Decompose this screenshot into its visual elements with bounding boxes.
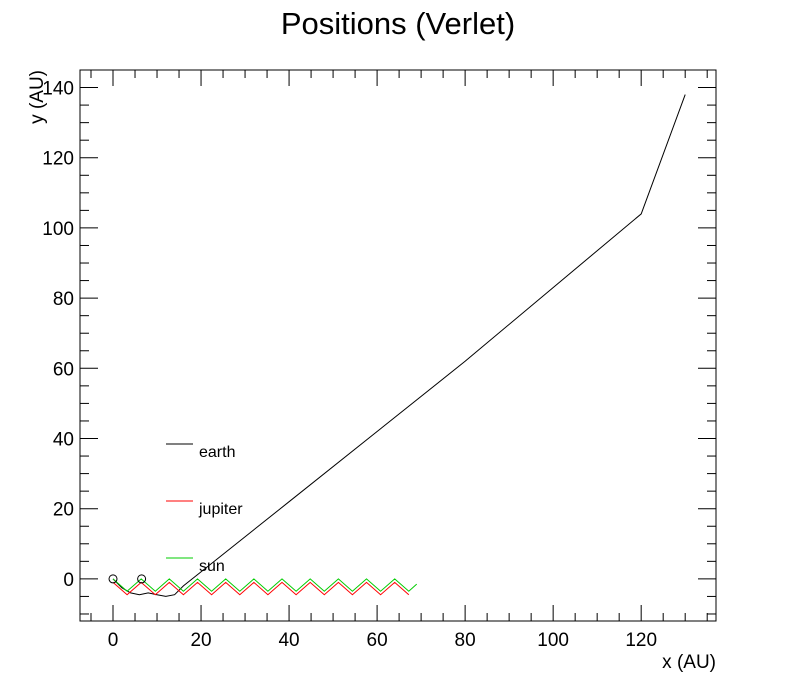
series-jupiter-line <box>112 581 410 596</box>
y-tick-label: 140 <box>42 79 74 100</box>
x-tick-label: 80 <box>455 630 476 651</box>
legend-label-earth: earth <box>199 444 235 461</box>
x-axis-label: x (AU) <box>662 652 716 673</box>
start-marker <box>137 574 147 584</box>
y-tick-label: 120 <box>42 149 74 170</box>
y-tick-label: 0 <box>63 570 74 591</box>
y-axis-label: y (AU) <box>27 70 48 124</box>
x-axis: 0 20 40 60 80 100 120 <box>90 70 708 651</box>
legend-label-jupiter: jupiter <box>198 501 243 518</box>
series-sun-line <box>112 578 418 592</box>
y-tick-label: 100 <box>42 219 74 240</box>
x-tick-label: 20 <box>190 630 211 651</box>
legend: earth jupiter sun <box>166 443 243 575</box>
plot-frame <box>79 69 717 622</box>
y-tick-label: 60 <box>53 359 74 380</box>
x-tick-label: 100 <box>537 630 569 651</box>
series-layer <box>108 94 686 597</box>
y-tick-label: 80 <box>53 289 74 310</box>
y-axis: 0 20 40 60 80 100 120 140 <box>42 69 716 615</box>
x-tick-label: 60 <box>367 630 388 651</box>
series-earth-line <box>112 94 686 597</box>
x-tick-label: 120 <box>625 630 657 651</box>
y-tick-label: 40 <box>53 430 74 451</box>
legend-label-sun: sun <box>199 558 225 575</box>
x-tick-label: 0 <box>108 630 119 651</box>
chart-title: Positions (Verlet) <box>281 6 515 41</box>
start-marker <box>108 574 118 584</box>
y-tick-label: 20 <box>53 500 74 521</box>
x-tick-label: 40 <box>278 630 299 651</box>
